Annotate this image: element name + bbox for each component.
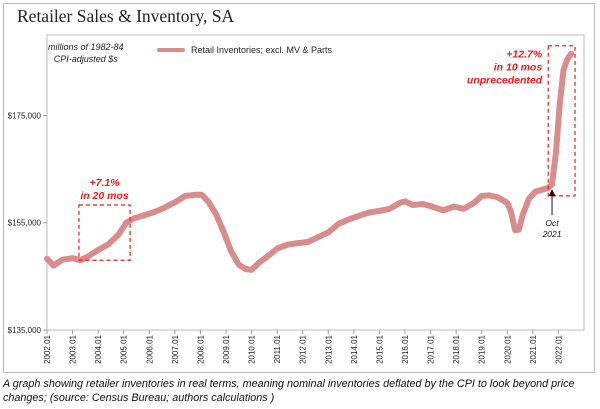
annotation-label: unprecedented [467, 75, 543, 87]
marker-label: 2021 [542, 229, 562, 239]
marker-arrow-head [548, 189, 556, 197]
x-tick-label: 2017.01 [427, 334, 436, 363]
x-tick-label: 2013.01 [324, 334, 333, 363]
series-line [44, 50, 575, 273]
annotation-box [547, 45, 576, 197]
x-tick-label: 2012.01 [299, 334, 308, 363]
legend-label: Retail Inventories; excl. MV & Parts [191, 45, 333, 55]
x-tick-label: 2004.01 [94, 334, 103, 363]
units-label-line: millions of 1982-84 [48, 42, 124, 52]
x-tick-label: 2022.01 [554, 334, 563, 363]
x-tick-label: 2008.01 [196, 334, 205, 363]
annotation-label: in 10 mos [494, 62, 543, 74]
y-tick-label: $155,000 [8, 219, 42, 228]
x-tick-label: 2010.01 [248, 334, 257, 363]
x-tick-label: 2014.01 [350, 334, 359, 363]
x-tick-label: 2007.01 [171, 334, 180, 363]
annotation-box [78, 204, 131, 261]
y-tick-label: $175,000 [8, 111, 42, 120]
units-label: millions of 1982-84 CPI-adjusted $s [48, 41, 124, 65]
y-tick-label: $135,000 [8, 326, 42, 335]
x-tick-label: 2021.01 [529, 334, 538, 363]
chart-frame [3, 3, 595, 373]
legend-swatch [157, 48, 185, 52]
caption: A graph showing retailer inventories in … [3, 378, 575, 404]
x-tick-label: 2020.01 [503, 334, 512, 363]
x-tick-label: 2015.01 [375, 334, 384, 363]
units-label-line: CPI-adjusted $s [53, 54, 118, 64]
plot-area [46, 34, 585, 331]
x-tick-label: 2011.01 [273, 334, 282, 363]
x-tick-label: 2005.01 [120, 334, 129, 363]
x-tick-label: 2003.01 [69, 334, 78, 363]
marker-label: Oct [545, 218, 559, 228]
x-tick-label: 2009.01 [222, 334, 231, 363]
x-tick-label: 2018.01 [452, 334, 461, 363]
x-tick-label: 2006.01 [145, 334, 154, 363]
annotation-label: +7.1% [89, 177, 120, 189]
x-tick-label: 2019.01 [478, 334, 487, 363]
annotation-label: +12.7% [506, 49, 543, 61]
chart-title: Retailer Sales & Inventory, SA [17, 6, 235, 26]
annotation-label: in 20 mos [80, 190, 129, 202]
x-tick-label: 2002.01 [43, 334, 52, 363]
x-tick-label: 2016.01 [401, 334, 410, 363]
legend: Retail Inventories; excl. MV & Parts [157, 45, 332, 55]
